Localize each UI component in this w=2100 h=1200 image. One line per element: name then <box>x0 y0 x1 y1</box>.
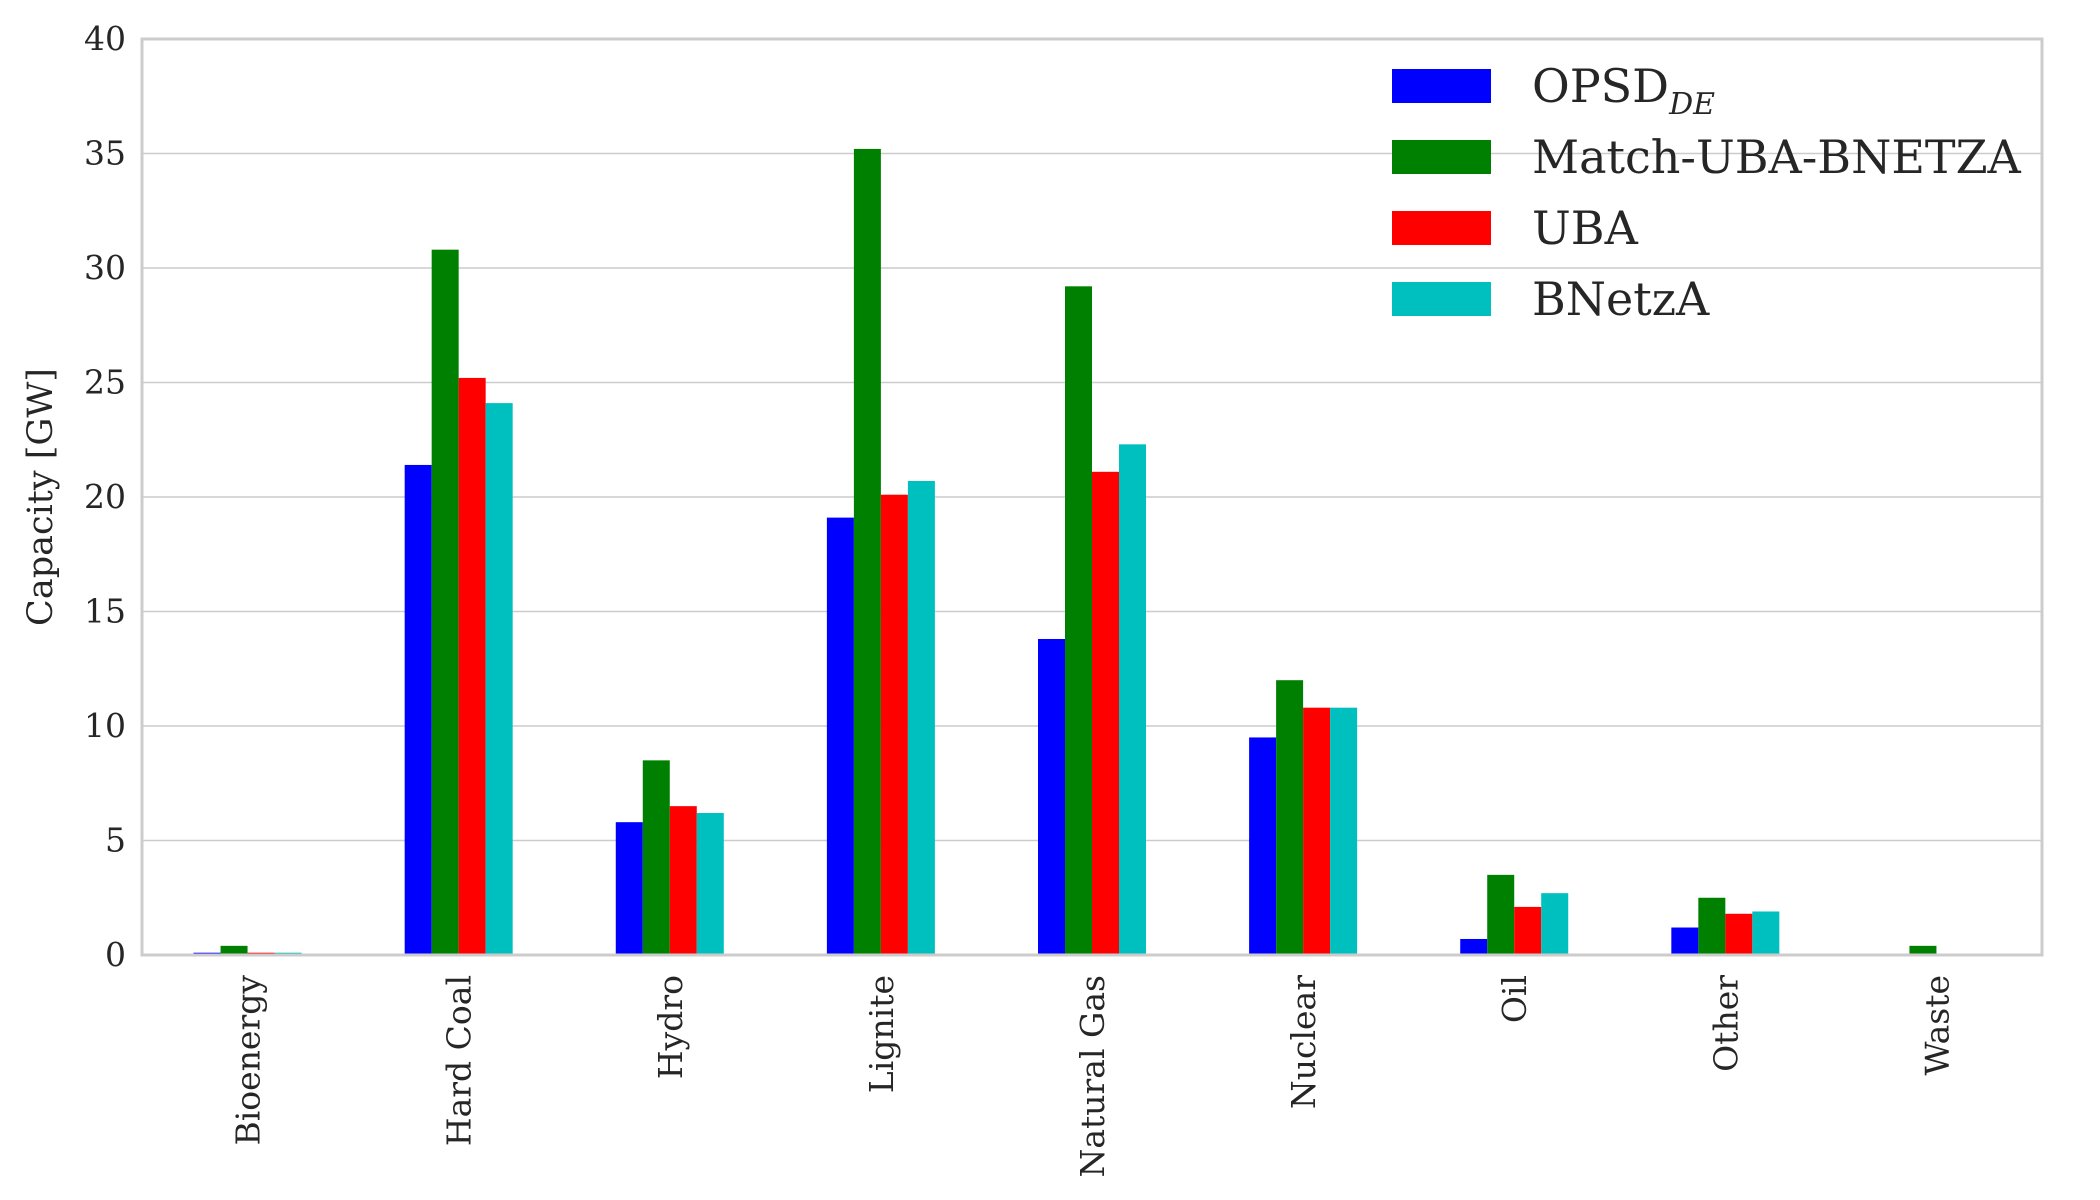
legend-label: UBA <box>1532 201 1639 255</box>
bar-natural-gas-series-3 <box>1119 444 1146 955</box>
y-tick-label: 10 <box>84 706 126 745</box>
bar-hard-coal-series-0 <box>404 464 432 955</box>
y-tick-label: 30 <box>84 248 126 287</box>
bar-lignite-series-1 <box>853 148 881 956</box>
bar-oil-series-1 <box>1487 874 1515 955</box>
bar-other-series-0 <box>1671 927 1699 955</box>
bar-nuclear-series-0 <box>1249 737 1277 955</box>
x-tick-label: Hydro <box>651 975 690 1079</box>
bar-hydro-series-1 <box>642 760 670 955</box>
x-tick-label: Natural Gas <box>1073 975 1112 1178</box>
bar-natural-gas-series-2 <box>1092 471 1119 955</box>
bar-bioenergy-series-1 <box>220 945 248 955</box>
y-axis-label-text: Capacity [GW] <box>21 368 61 626</box>
y-axis-label: Capacity [GW] <box>21 368 61 626</box>
legend-swatch <box>1392 282 1491 316</box>
bar-lignite-series-0 <box>826 517 854 955</box>
y-tick-label: 20 <box>84 477 126 516</box>
y-tick-label: 0 <box>105 935 126 974</box>
legend-label-text: OPSD <box>1532 59 1669 113</box>
bar-hydro-series-0 <box>615 822 643 955</box>
bar-other-series-1 <box>1698 897 1726 955</box>
x-tick-label: Bioenergy <box>229 975 268 1146</box>
bar-other-series-3 <box>1752 911 1780 955</box>
x-tick-label: Other <box>1706 975 1745 1072</box>
legend-swatch <box>1392 140 1491 174</box>
bar-waste-series-1 <box>1909 945 1937 955</box>
bars <box>193 148 1937 956</box>
x-tick-label: Oil <box>1495 975 1534 1023</box>
bar-oil-series-2 <box>1514 906 1542 955</box>
bar-hydro-series-3 <box>696 813 724 955</box>
bar-oil-series-0 <box>1460 938 1488 955</box>
bar-lignite-series-2 <box>880 494 908 955</box>
legend: OPSDDE Match-UBA-BNETZA UBA BNetzA <box>1392 59 2022 326</box>
bar-lignite-series-3 <box>907 480 935 955</box>
y-tick-label: 40 <box>84 19 126 58</box>
legend-label: OPSDDE <box>1532 59 1715 122</box>
bar-nuclear-series-1 <box>1276 680 1304 955</box>
x-tick-label: Hard Coal <box>440 975 479 1146</box>
y-tick-label: 25 <box>84 363 126 402</box>
bar-hydro-series-2 <box>669 806 697 955</box>
legend-label: Match-UBA-BNETZA <box>1532 130 2022 184</box>
bar-hard-coal-series-3 <box>485 403 513 955</box>
bar-oil-series-3 <box>1541 893 1569 955</box>
legend-label-text: Match-UBA-BNETZA <box>1532 130 2022 184</box>
legend-label-text: UBA <box>1532 201 1639 255</box>
bar-nuclear-series-3 <box>1330 707 1358 955</box>
bar-natural-gas-series-0 <box>1038 638 1065 955</box>
legend-swatch <box>1392 211 1491 245</box>
x-tick-label: Lignite <box>862 975 901 1093</box>
bar-hard-coal-series-1 <box>431 249 459 955</box>
bar-natural-gas-series-1 <box>1065 286 1092 955</box>
bar-other-series-2 <box>1725 913 1753 955</box>
x-tick-label: Waste <box>1917 975 1956 1075</box>
legend-label-text: BNetzA <box>1532 272 1710 326</box>
y-tick-label: 5 <box>105 821 126 860</box>
legend-label: BNetzA <box>1532 272 1710 326</box>
y-tick-label: 15 <box>84 592 126 631</box>
x-tick-label: Nuclear <box>1284 975 1323 1109</box>
legend-label-subscript: DE <box>1668 87 1715 122</box>
x-tick-labels: Bioenergy Hard Coal Hydro Lignite Natural Ga… <box>229 975 1957 1178</box>
plot-frame <box>140 37 2044 957</box>
bar-hard-coal-series-2 <box>458 377 486 955</box>
y-tick-label: 35 <box>84 134 126 173</box>
y-tick-labels: 0 5 10 15 20 25 30 35 40 <box>84 19 126 974</box>
legend-swatch <box>1392 69 1491 103</box>
bar-nuclear-series-2 <box>1303 707 1331 955</box>
